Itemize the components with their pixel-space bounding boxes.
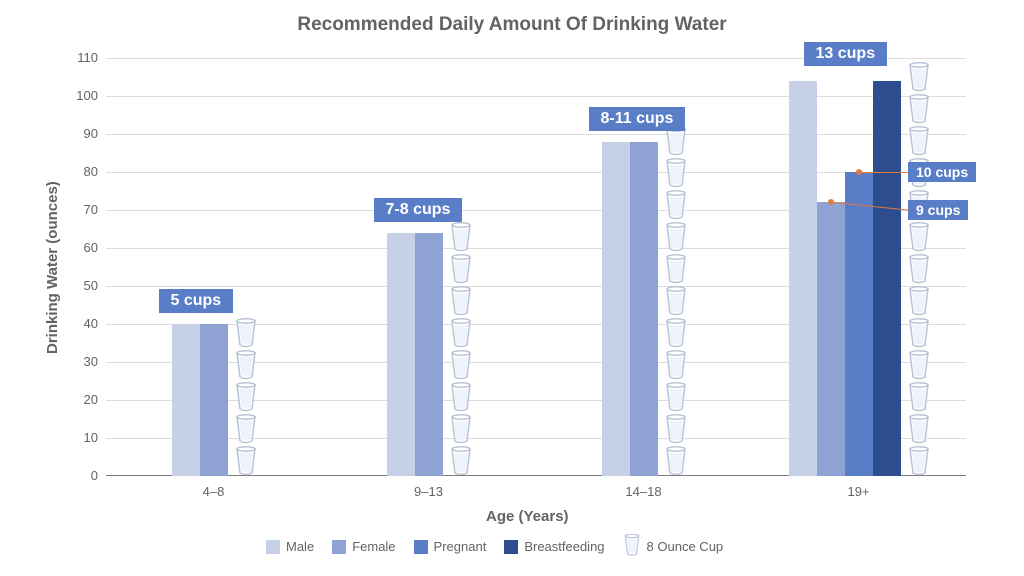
cup-icon: [664, 286, 688, 316]
callout-leader: [862, 172, 909, 173]
y-tick-label: 40: [66, 316, 98, 331]
cup-icon: [234, 350, 258, 380]
callout-label: 9 cups: [908, 200, 968, 220]
x-tick-label: 19+: [809, 484, 909, 499]
gridline: [106, 96, 966, 97]
cup-icon: [664, 414, 688, 444]
gridline: [106, 134, 966, 135]
cup-icon: [623, 534, 641, 559]
cup-icon: [449, 414, 473, 444]
y-tick-label: 60: [66, 240, 98, 255]
bar-breastfeeding: [873, 81, 901, 476]
bar-pregnant: [845, 172, 873, 476]
bar-male: [789, 81, 817, 476]
y-tick-label: 90: [66, 126, 98, 141]
bar-female: [415, 233, 443, 476]
callout-label: 5 cups: [159, 289, 234, 313]
callout-label: 10 cups: [908, 162, 976, 182]
y-tick-label: 30: [66, 354, 98, 369]
legend-swatch: [266, 540, 280, 554]
gridline: [106, 172, 966, 173]
cup-icon: [664, 254, 688, 284]
legend-swatch: [414, 540, 428, 554]
bar-male: [602, 142, 630, 476]
legend-item: Male: [266, 539, 314, 554]
x-axis-label: Age (Years): [486, 508, 569, 525]
legend-swatch: [332, 540, 346, 554]
cup-icon: [449, 286, 473, 316]
legend-label: Female: [352, 539, 395, 554]
cup-icon: [449, 350, 473, 380]
x-tick-label: 14–18: [594, 484, 694, 499]
legend-label: Breastfeeding: [524, 539, 604, 554]
y-tick-label: 20: [66, 392, 98, 407]
bar-male: [172, 324, 200, 476]
cup-icon: [664, 222, 688, 252]
cup-icon: [234, 446, 258, 476]
x-tick-label: 9–13: [379, 484, 479, 499]
cup-icon: [234, 382, 258, 412]
legend-label: 8 Ounce Cup: [647, 539, 724, 554]
cup-icon: [664, 350, 688, 380]
cup-icon: [907, 350, 931, 380]
legend-label: Pregnant: [434, 539, 487, 554]
callout-label: 13 cups: [804, 42, 888, 66]
y-tick-label: 70: [66, 202, 98, 217]
cup-icon: [907, 94, 931, 124]
cup-icon: [907, 286, 931, 316]
bar-female: [817, 202, 845, 476]
cup-icon: [449, 318, 473, 348]
y-tick-label: 110: [66, 50, 98, 65]
x-tick-label: 4–8: [164, 484, 264, 499]
y-tick-label: 50: [66, 278, 98, 293]
legend-label: Male: [286, 539, 314, 554]
y-axis-label: Drinking Water (ounces): [44, 181, 61, 354]
cup-icon: [664, 446, 688, 476]
cup-icon: [449, 222, 473, 252]
cup-icon: [449, 446, 473, 476]
y-tick-label: 100: [66, 88, 98, 103]
legend-item: 8 Ounce Cup: [623, 534, 724, 559]
cup-icon: [664, 190, 688, 220]
cup-icon: [907, 126, 931, 156]
legend-item: Breastfeeding: [504, 539, 604, 554]
cup-icon: [664, 382, 688, 412]
callout-label: 8-11 cups: [589, 107, 686, 131]
cup-icon: [907, 414, 931, 444]
cup-icon: [664, 158, 688, 188]
cup-icon: [907, 222, 931, 252]
callout-label: 7-8 cups: [374, 198, 463, 222]
cup-icon: [907, 254, 931, 284]
cup-icon: [907, 318, 931, 348]
cup-icon: [907, 382, 931, 412]
legend: Male Female Pregnant Breastfeeding 8 Ounce C…: [266, 534, 723, 559]
cup-icon: [664, 318, 688, 348]
bar-female: [630, 142, 658, 476]
cup-icon: [907, 62, 931, 92]
legend-swatch: [504, 540, 518, 554]
callout-marker: [828, 199, 834, 205]
bar-female: [200, 324, 228, 476]
plot-area: [106, 58, 966, 476]
cup-icon: [449, 254, 473, 284]
legend-item: Female: [332, 539, 395, 554]
y-tick-label: 80: [66, 164, 98, 179]
legend-item: Pregnant: [414, 539, 487, 554]
chart-title: Recommended Daily Amount Of Drinking Wat…: [0, 14, 1024, 36]
cup-icon: [907, 446, 931, 476]
y-tick-label: 10: [66, 430, 98, 445]
y-tick-label: 0: [66, 468, 98, 483]
bar-male: [387, 233, 415, 476]
cup-icon: [234, 414, 258, 444]
cup-icon: [449, 382, 473, 412]
cup-icon: [234, 318, 258, 348]
